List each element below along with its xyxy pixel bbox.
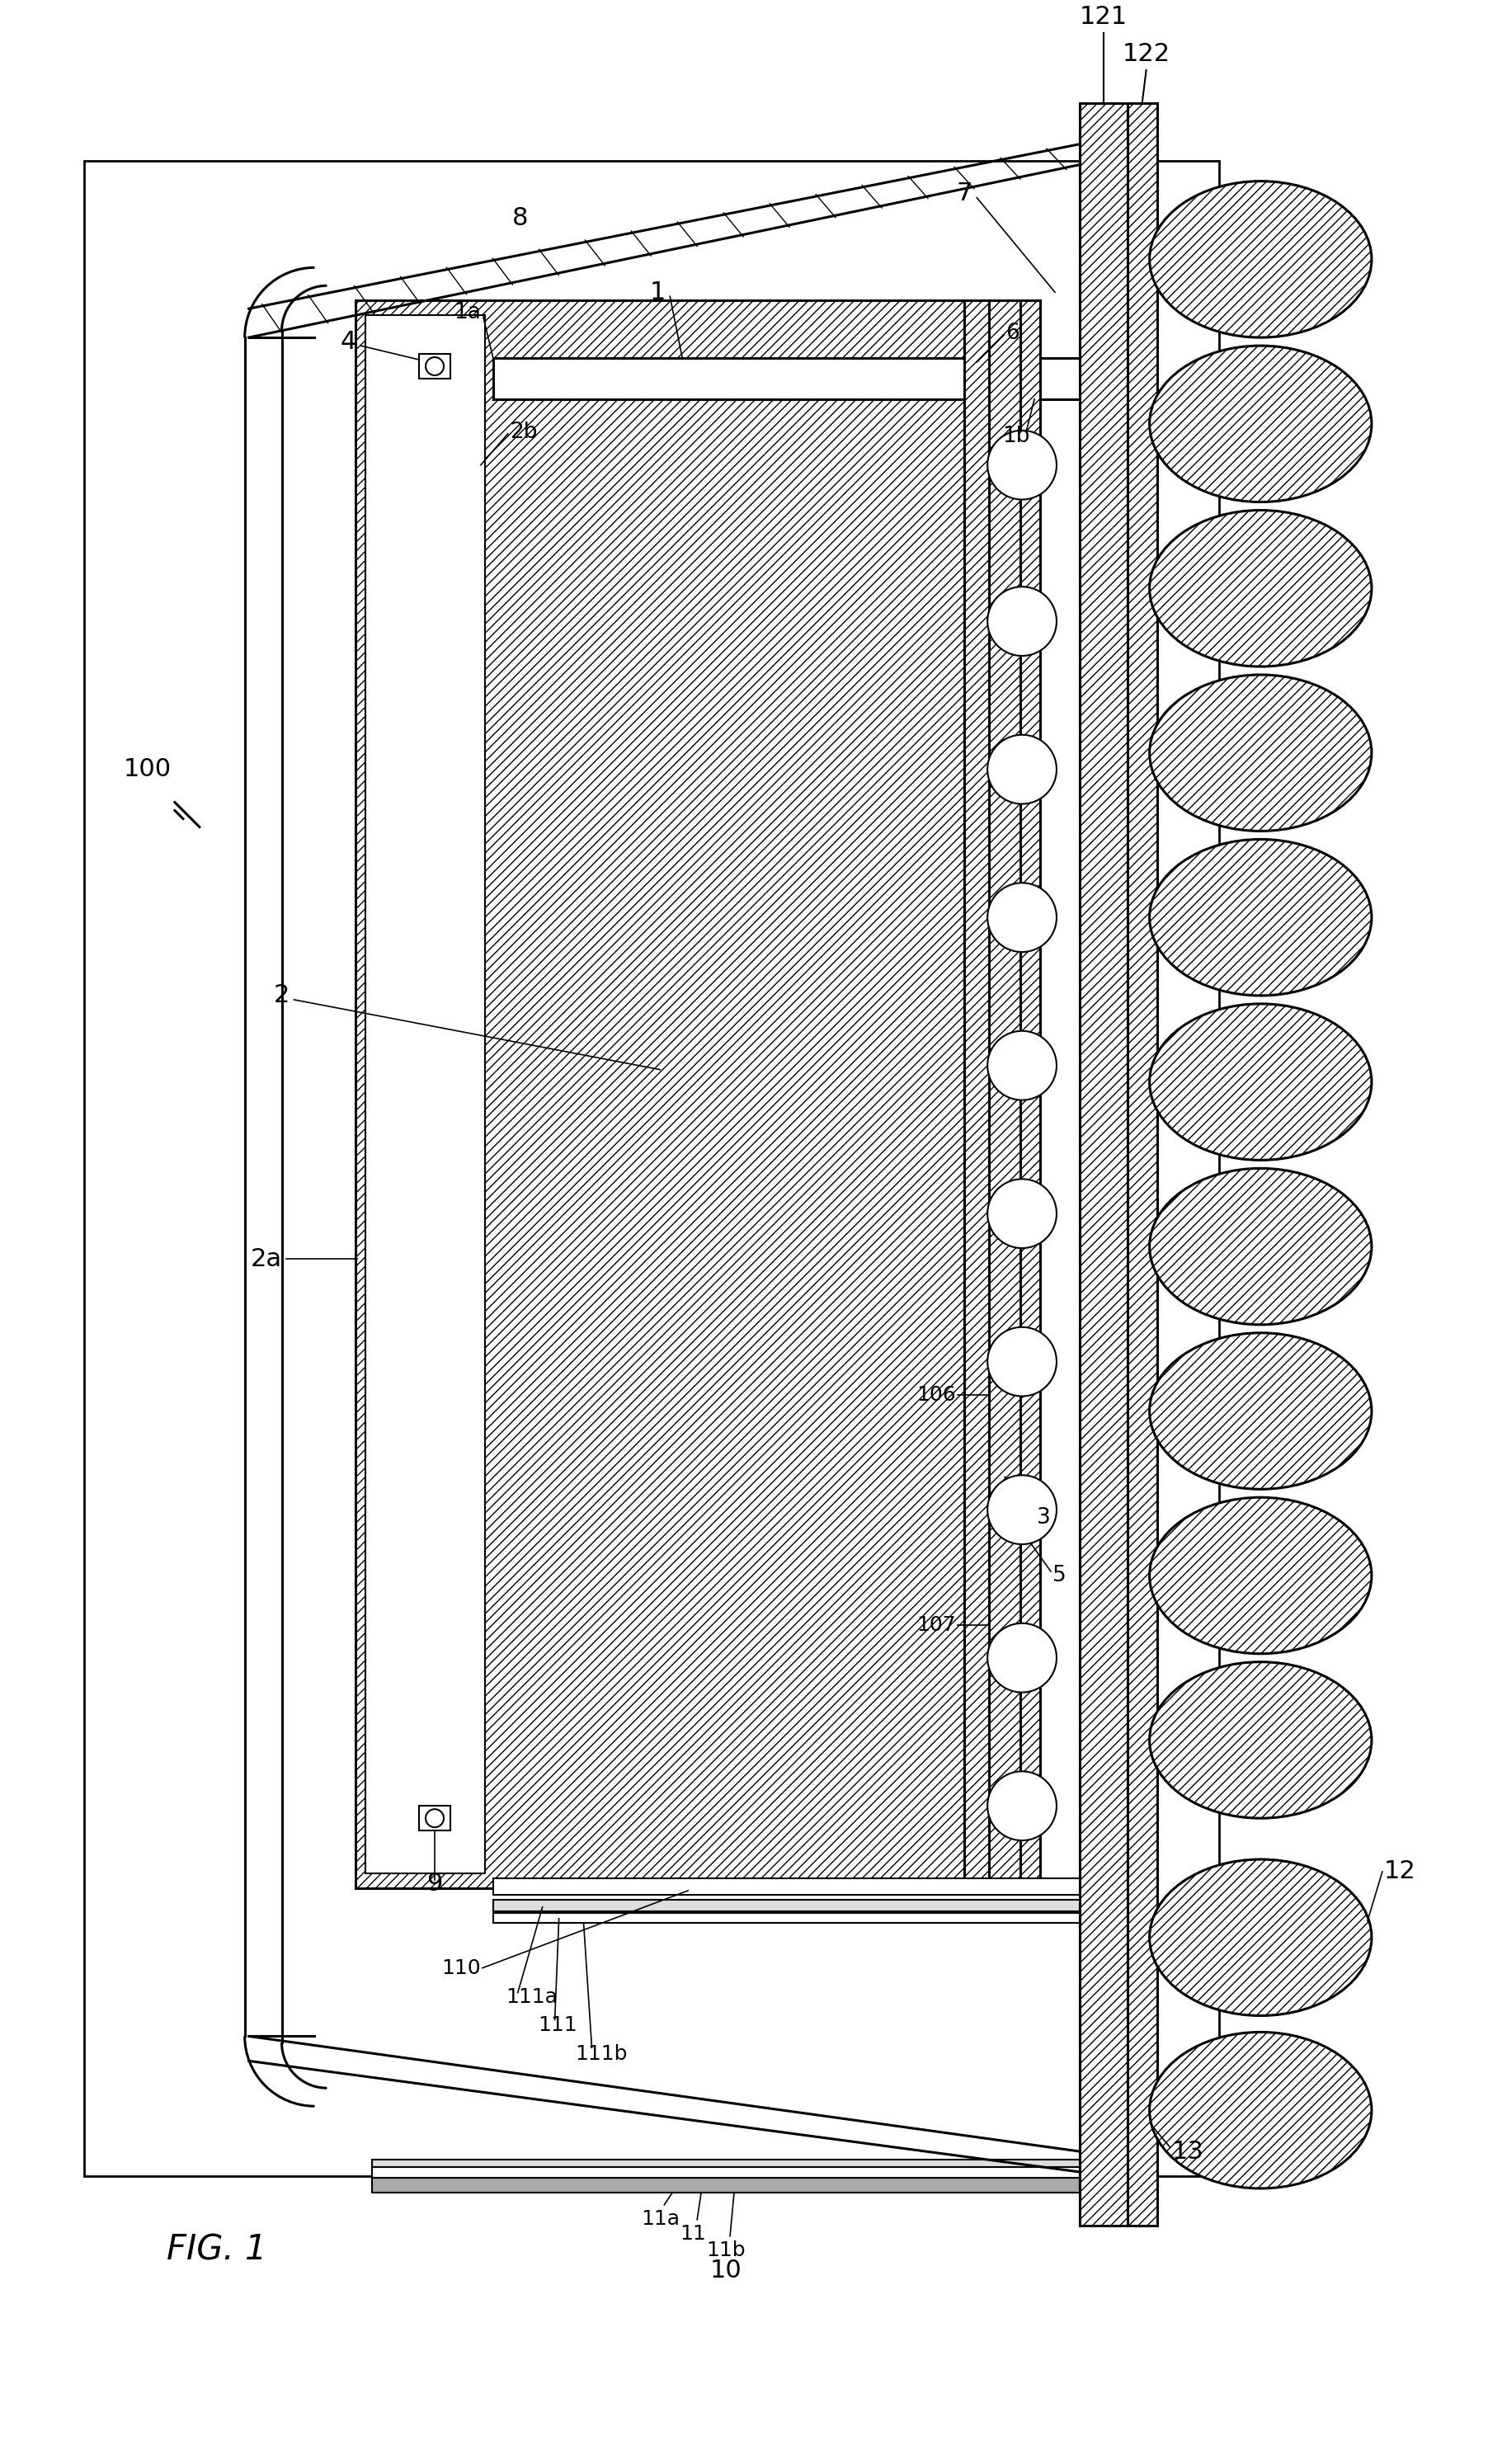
Ellipse shape (1150, 2033, 1372, 2188)
Text: 111a: 111a (506, 1986, 558, 2006)
Text: 107: 107 (917, 1614, 957, 1634)
Bar (372, 2166, 1080, 2178)
Ellipse shape (1150, 1661, 1372, 1818)
Text: 2a: 2a (250, 1247, 281, 1271)
Text: 12: 12 (1384, 1860, 1417, 1882)
Ellipse shape (1150, 1168, 1372, 1326)
Text: 111: 111 (539, 2016, 577, 2035)
Circle shape (988, 1180, 1056, 1249)
Circle shape (988, 586, 1056, 655)
Bar (420, 1806, 451, 1831)
Circle shape (988, 1328, 1056, 1397)
Text: 2: 2 (274, 983, 290, 1008)
Text: 110: 110 (442, 1959, 481, 1979)
Bar (493, 357, 1080, 399)
Bar (420, 355, 451, 379)
Bar (493, 1878, 1080, 1895)
Bar (1128, 103, 1158, 2225)
Circle shape (988, 734, 1056, 803)
Text: 11b: 11b (707, 2240, 745, 2259)
Ellipse shape (1150, 675, 1372, 830)
Ellipse shape (1150, 1860, 1372, 2016)
Text: 1: 1 (650, 281, 665, 303)
Ellipse shape (1150, 345, 1372, 503)
Bar (1021, 301, 1040, 1887)
Text: 122: 122 (1122, 42, 1170, 67)
Circle shape (988, 1476, 1056, 1545)
Bar (1080, 103, 1128, 2225)
Ellipse shape (1150, 840, 1372, 995)
Text: 5: 5 (1052, 1565, 1067, 1587)
Text: 11a: 11a (641, 2210, 680, 2230)
Circle shape (988, 431, 1056, 500)
Circle shape (426, 357, 443, 375)
Text: 4: 4 (341, 330, 357, 352)
Text: 9: 9 (427, 1873, 443, 1895)
Text: 1a: 1a (454, 303, 481, 323)
Text: 2b: 2b (509, 421, 537, 444)
Text: FIG. 1: FIG. 1 (167, 2232, 266, 2267)
Ellipse shape (1150, 1498, 1372, 1653)
Ellipse shape (1150, 1003, 1372, 1161)
Text: 121: 121 (1079, 5, 1128, 30)
Circle shape (988, 1030, 1056, 1099)
Circle shape (988, 1772, 1056, 1841)
Text: 3: 3 (1037, 1508, 1051, 1528)
Bar (493, 1912, 1080, 1922)
Text: 11: 11 (680, 2225, 707, 2245)
Ellipse shape (1150, 1333, 1372, 1488)
Circle shape (988, 1624, 1056, 1693)
Text: 10: 10 (710, 2259, 743, 2282)
Bar (372, 2158, 1080, 2166)
Bar (366, 315, 485, 1873)
Text: 1b: 1b (1003, 426, 1030, 446)
Bar (493, 1900, 1080, 1912)
Text: 106: 106 (917, 1385, 957, 1404)
Bar (372, 2178, 1080, 2193)
Bar (990, 301, 1021, 1887)
Text: 7: 7 (957, 182, 973, 205)
Bar (356, 301, 964, 1887)
Bar (85, 160, 1220, 2176)
Circle shape (988, 882, 1056, 951)
Text: 111b: 111b (576, 2045, 628, 2065)
Text: 6: 6 (1006, 323, 1019, 345)
Ellipse shape (1150, 510, 1372, 668)
Bar (964, 301, 990, 1887)
Text: 8: 8 (512, 207, 528, 229)
Text: 100: 100 (124, 756, 171, 781)
Text: 13: 13 (1171, 2139, 1204, 2163)
Circle shape (426, 1809, 443, 1828)
Ellipse shape (1150, 182, 1372, 338)
